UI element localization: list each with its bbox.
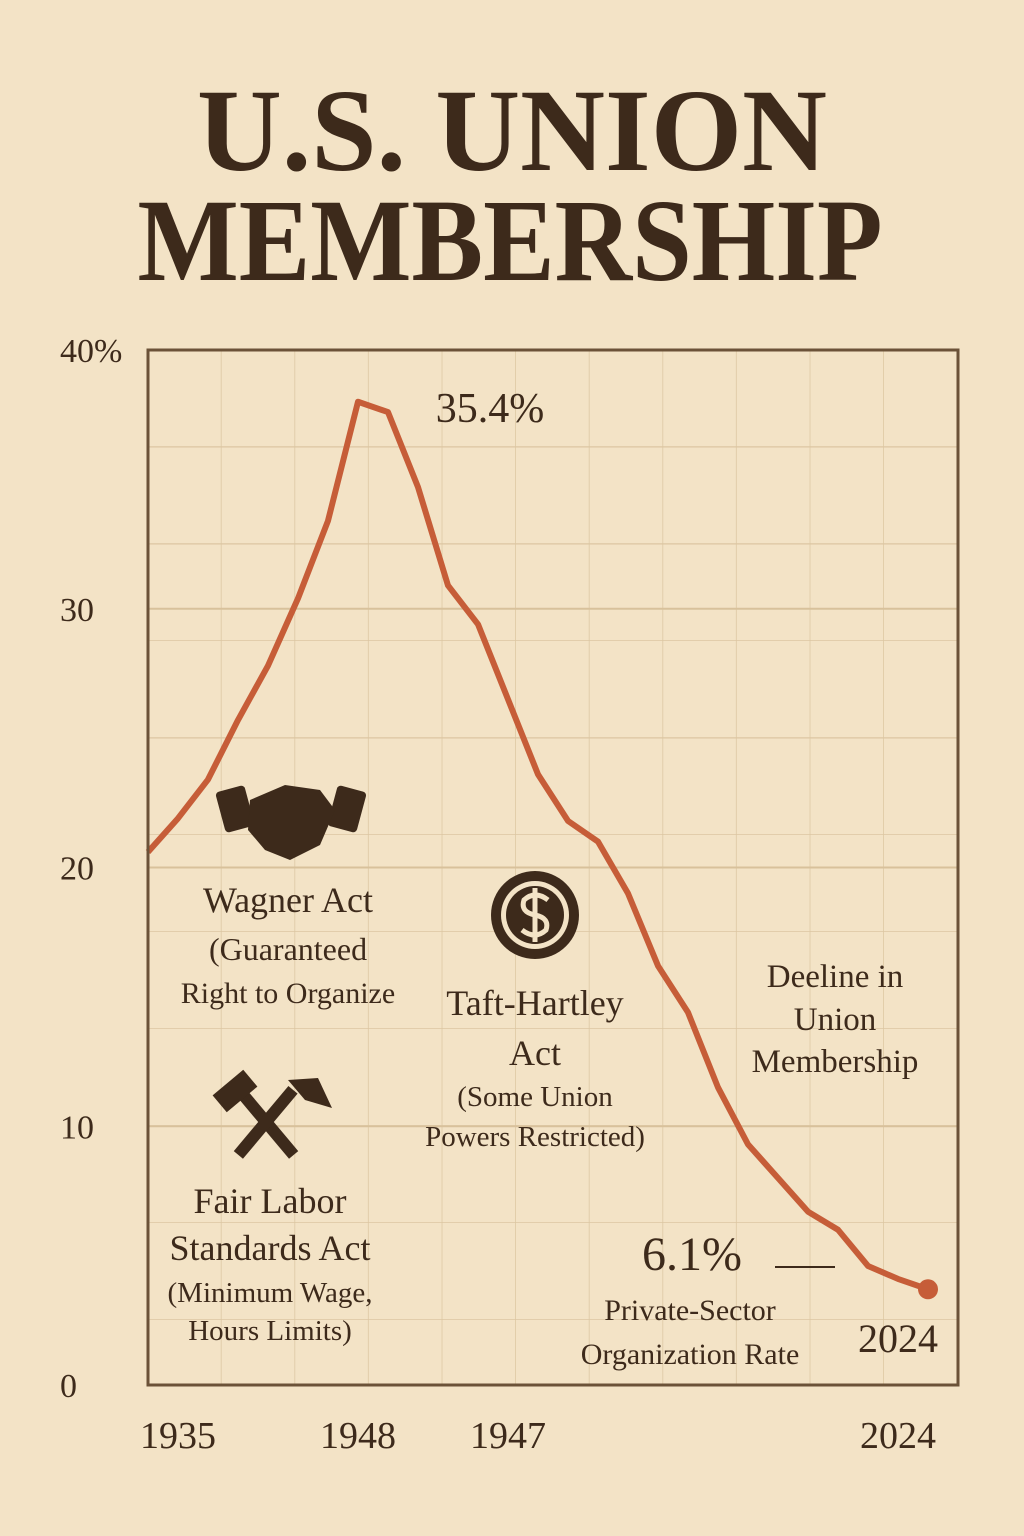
annotation: Powers Restricted) [425, 1121, 645, 1153]
handshake-icon [215, 785, 367, 860]
annotation: (Some Union [457, 1081, 613, 1113]
end-marker [918, 1279, 938, 1300]
y-tick-label: 30 [60, 592, 94, 629]
y-tick-label: 40% [60, 333, 122, 370]
y-tick-label: 10 [60, 1109, 94, 1146]
annotation: Act [509, 1033, 561, 1073]
annotation: Fair Labor [194, 1181, 347, 1221]
annotation: Right to Organize [181, 977, 395, 1010]
x-tick-label: 1935 [140, 1415, 216, 1457]
annotation: Deeline in [767, 959, 904, 995]
dollar-icon [491, 871, 579, 959]
plot-frame [146, 348, 960, 1387]
annotation: Private-Sector [604, 1294, 776, 1327]
y-tick-label: 20 [60, 851, 94, 888]
annotation: Membership [752, 1044, 919, 1080]
chart-title: MEMBERSHIP [138, 175, 883, 306]
x-tick-label: 1947 [470, 1415, 546, 1457]
series-line [145, 398, 929, 1293]
annotation: Wagner Act [203, 880, 373, 920]
annotation: 6.1% [642, 1228, 742, 1281]
x-tick-label: 2024 [860, 1415, 936, 1457]
annotation: Taft-Hartley [446, 983, 623, 1023]
annotation: Organization Rate [581, 1338, 800, 1371]
annotation: Standards Act [170, 1228, 371, 1268]
annotation: 35.4% [436, 386, 545, 432]
annotation: Union [794, 1002, 877, 1038]
annotation: (Minimum Wage, [168, 1277, 373, 1309]
annotation: Hours Limits) [188, 1315, 352, 1347]
annotation: (Guaranteed [209, 931, 367, 967]
chart-title: U.S. UNION [197, 65, 827, 196]
y-tick-label: 0 [60, 1368, 77, 1405]
annotation: 2024 [858, 1316, 938, 1361]
x-tick-label: 1948 [320, 1415, 396, 1457]
hammers-icon [212, 1069, 332, 1159]
